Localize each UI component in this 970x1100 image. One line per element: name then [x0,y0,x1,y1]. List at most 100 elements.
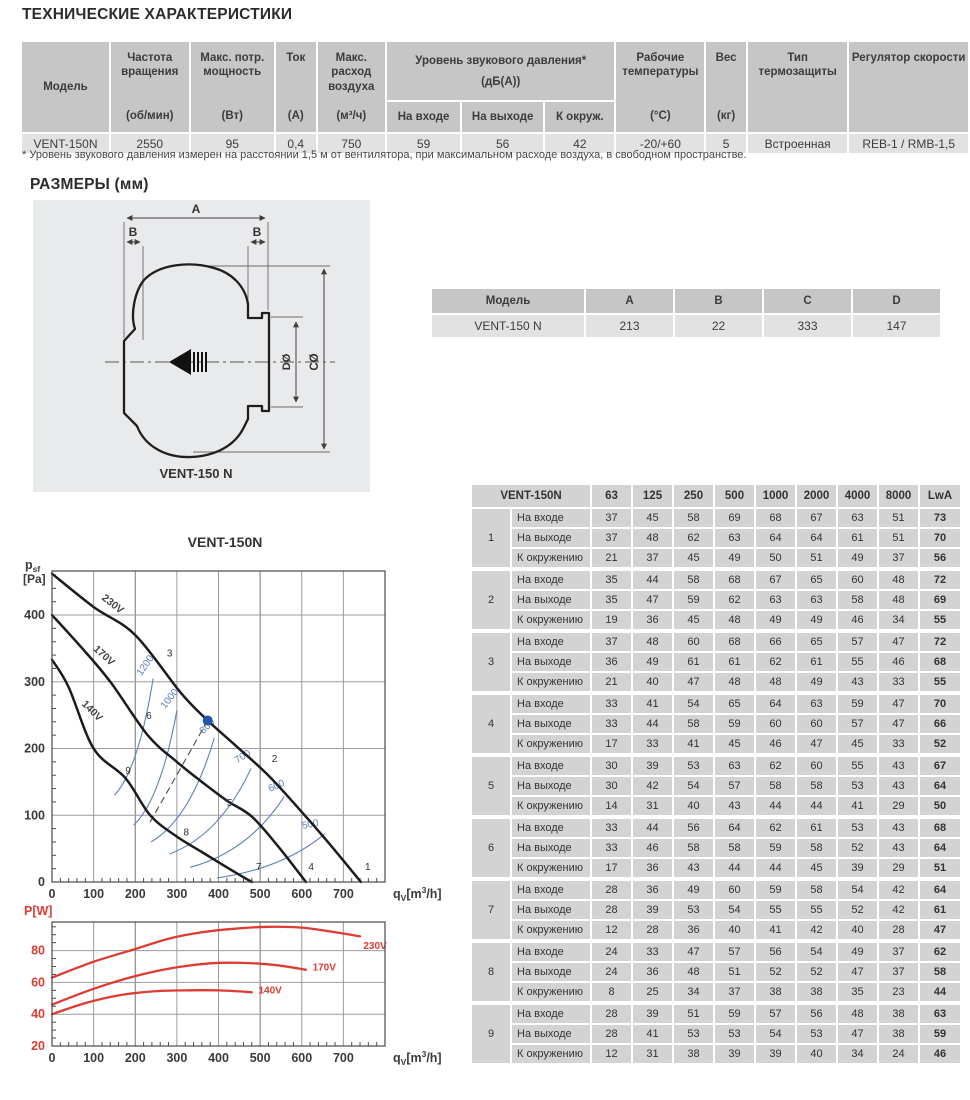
curve-label-230V: 230V [363,941,387,952]
sound-value-cell: 49 [633,653,672,671]
sound-freq-header: 250 [674,485,713,507]
dim-data-cell: VENT-150 N [432,315,584,337]
sound-freq-header: 63 [592,485,631,507]
sound-lwa-cell: 64 [920,777,960,795]
sound-value-cell: 64 [715,819,754,837]
sound-row-label: На входе [512,881,590,899]
curve-170V [50,613,308,884]
spec-footnote: * Уровень звукового давления измерен на … [22,149,747,161]
sound-value-cell: 58 [797,839,836,857]
sound-group-number: 1 [472,509,510,567]
sound-value-cell: 53 [715,1025,754,1043]
sound-row-label: К окружению [512,611,590,629]
sound-value-cell: 43 [674,859,713,877]
sound-lwa-cell: 47 [920,921,960,939]
sound-value-cell: 48 [674,963,713,981]
sound-value-cell: 61 [797,819,836,837]
sound-value-cell: 52 [838,839,877,857]
extension-lines [123,222,330,453]
sound-value-cell: 63 [797,695,836,713]
sound-value-cell: 44 [756,859,795,877]
sound-value-cell: 39 [756,1045,795,1063]
spec-col-header-content: Ток (А) [278,51,314,123]
sound-value-cell: 62 [756,653,795,671]
sound-row: На выходе 24 36 48 51 52 52 47 37 58 [472,963,960,981]
spec-col-header-content: Частота вращения (об/мин) [113,51,187,123]
sound-value-cell: 48 [633,633,672,651]
sound-value-cell: 46 [756,735,795,753]
sound-value-cell: 42 [879,901,918,919]
sound-value-cell: 38 [674,1045,713,1063]
sound-value-cell: 45 [633,509,672,527]
x-tick-label: 700 [333,887,354,901]
sound-value-cell: 39 [633,757,672,775]
sound-value-cell: 36 [674,921,713,939]
sound-value-cell: 57 [838,715,877,733]
sound-value-cell: 38 [756,983,795,1001]
sound-lwa-cell: 59 [920,1025,960,1043]
pressure-chart-title: VENT-150N [187,534,263,550]
sound-value-cell: 25 [633,983,672,1001]
sound-value-cell: 55 [838,653,877,671]
sound-row: К окружению 21 40 47 48 48 49 43 33 55 [472,673,960,691]
x-tick-label: 400 [208,1051,229,1065]
curve-170V [50,961,308,1006]
sound-value-cell: 60 [838,571,877,589]
operating-point-label: 5 [227,798,233,809]
sound-lwa-cell: 58 [920,963,960,981]
sound-row-label: На выходе [512,591,590,609]
sound-value-cell: 41 [674,735,713,753]
sound-row: На выходе 35 47 59 62 63 63 58 48 69 [472,591,960,609]
spec-col-unit: (кг) [716,110,736,123]
sound-row: На выходе 33 44 58 59 60 60 57 47 66 [472,715,960,733]
sound-value-cell: 33 [592,839,631,857]
x-tick-label: 500 [250,1051,271,1065]
spec-col-header-content: Модель [24,51,107,123]
sound-value-cell: 66 [756,633,795,651]
sound-value-cell: 57 [715,777,754,795]
sound-value-cell: 64 [797,529,836,547]
sound-value-cell: 47 [838,1025,877,1043]
sound-freq-header: 2000 [797,485,836,507]
sound-row: К окружению 14 31 40 43 44 44 41 29 50 [472,797,960,815]
spec-sound-group-line2: (дБ(А)) [481,75,521,88]
sound-header-row: VENT-150N 63 125 250 500 1000 2000 4000 8000 LwA [472,485,960,507]
sound-freq-header: 1000 [756,485,795,507]
sound-value-cell: 53 [674,901,713,919]
sound-value-cell: 51 [879,509,918,527]
spec-sound-group-content: Уровень звукового давления* (дБ(А)) [389,55,612,88]
sound-value-cell: 31 [633,797,672,815]
sound-value-cell: 28 [592,1005,631,1023]
dim-header-cell: A [586,289,673,313]
sound-row: 4 На входе 33 41 54 65 64 63 59 47 70 [472,695,960,753]
sound-value-cell: 48 [715,673,754,691]
sound-value-cell: 39 [633,1005,672,1023]
y-tick-label: 100 [24,808,45,822]
rpm-curve-600 [190,796,285,868]
sound-value-cell: 49 [838,549,877,567]
sound-value-cell: 46 [633,839,672,857]
sound-value-cell: 17 [592,859,631,877]
sound-value-cell: 63 [715,757,754,775]
sound-value-cell: 41 [838,797,877,815]
y-axis-unit: [Pa] [23,572,46,586]
sound-value-cell: 42 [797,921,836,939]
sound-value-cell: 59 [715,715,754,733]
flow-arrow-icon [169,349,207,375]
y-tick-label: 60 [31,975,45,989]
sound-freq-header: 500 [715,485,754,507]
operating-point-label: 7 [256,862,262,873]
sound-value-cell: 45 [674,549,713,567]
sound-value-cell: 8 [592,983,631,1001]
sound-value-cell: 36 [633,963,672,981]
sound-value-cell: 28 [592,1025,631,1043]
sound-value-cell: 44 [756,797,795,815]
spec-col-header: Модель [22,42,109,132]
sound-row: 3 На входе 37 48 60 68 66 65 57 47 72 [472,633,960,691]
sound-value-cell: 46 [838,611,877,629]
fan-body-outline [122,263,271,459]
sound-lwa-cell: 66 [920,715,960,733]
sound-value-cell: 64 [756,529,795,547]
dim-label-b-right: B [253,225,262,239]
sound-row-label: На входе [512,1005,590,1023]
